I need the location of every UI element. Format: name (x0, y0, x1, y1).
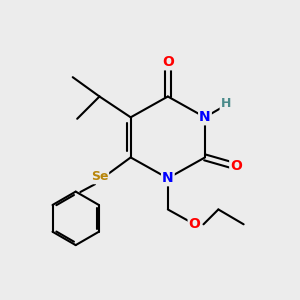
Text: H: H (220, 98, 231, 110)
Text: N: N (162, 171, 174, 185)
Text: O: O (230, 159, 242, 173)
Text: O: O (162, 55, 174, 69)
Text: O: O (189, 217, 200, 231)
Text: Se: Se (91, 170, 108, 183)
Text: N: N (199, 110, 211, 124)
